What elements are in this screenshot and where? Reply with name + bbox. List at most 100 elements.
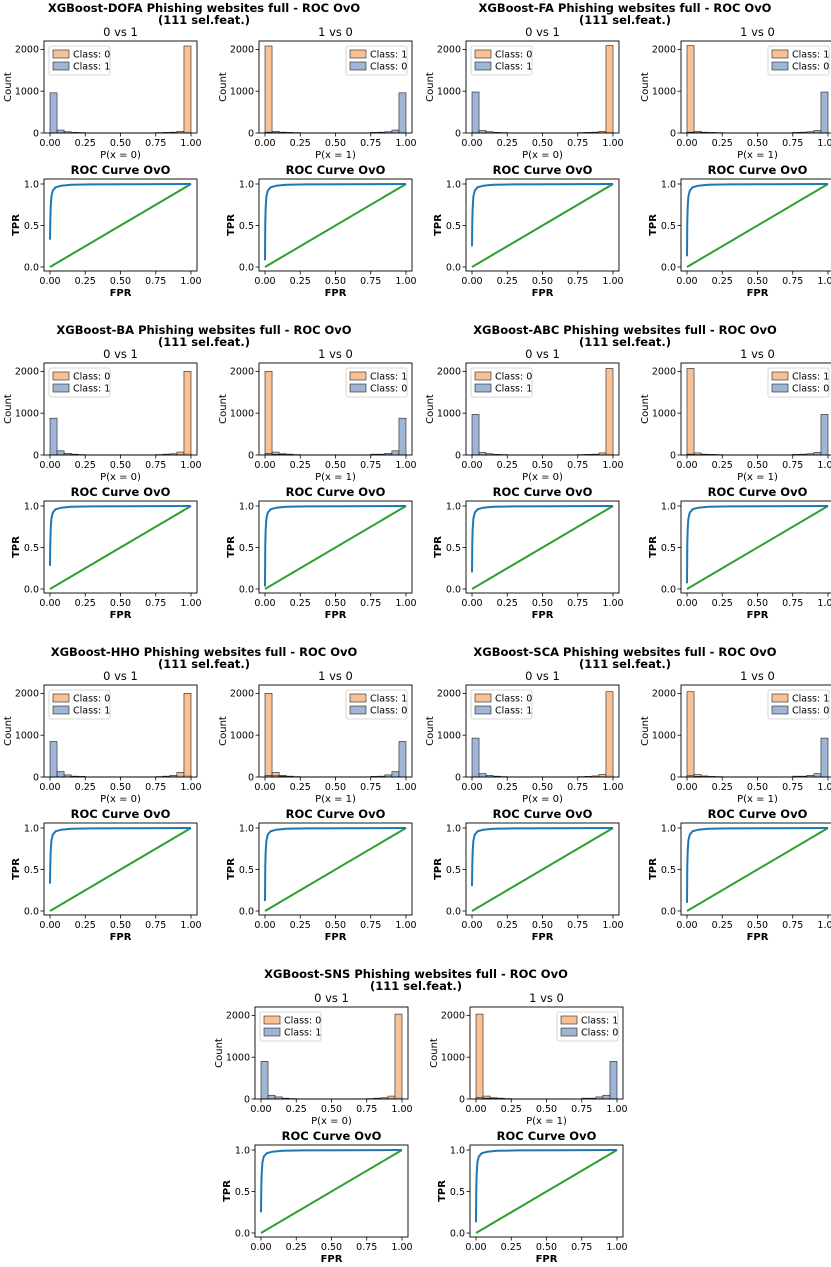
y-tick-label: 0.5 bbox=[239, 221, 254, 232]
y-tick-label: 0.5 bbox=[24, 865, 39, 876]
legend-label: Class: 1 bbox=[495, 62, 532, 73]
x-tick-label: 0.25 bbox=[497, 276, 518, 287]
y-tick-label: 0.0 bbox=[446, 584, 461, 595]
x-tick-label: 1.00 bbox=[180, 782, 201, 793]
roc-ylabel: TPR bbox=[226, 536, 237, 558]
group-title-line2: (111 sel.feat.) bbox=[158, 13, 250, 27]
x-tick-label: 0.00 bbox=[461, 138, 482, 149]
x-tick-label: 1.00 bbox=[395, 138, 416, 149]
roc-title: ROC Curve OvO bbox=[493, 163, 593, 177]
x-tick-label: 1.00 bbox=[391, 1242, 412, 1253]
roc-diagonal-line bbox=[264, 505, 407, 590]
x-tick-label: 0.50 bbox=[532, 598, 553, 609]
y-tick-label: 1000 bbox=[437, 86, 461, 97]
group-title-line1: XGBoost-SCA Phishing websites full - ROC… bbox=[473, 645, 776, 659]
hist-title: 0 vs 1 bbox=[103, 347, 138, 361]
histogram-bar-left-class bbox=[686, 45, 695, 134]
roc-diagonal-line bbox=[49, 505, 192, 590]
y-tick-label: 1000 bbox=[230, 730, 254, 741]
model-group: XGBoost-ABC Phishing websites full - ROC… bbox=[425, 323, 831, 621]
x-tick-label: 0.75 bbox=[360, 460, 381, 471]
histogram-bar-right-class bbox=[183, 371, 192, 456]
roc-ylabel: TPR bbox=[11, 536, 22, 558]
x-tick-label: 0.75 bbox=[567, 276, 588, 287]
y-tick-label: 1.0 bbox=[24, 179, 39, 190]
hist-ylabel: Count bbox=[429, 1038, 440, 1068]
x-tick-label: 0.00 bbox=[254, 782, 275, 793]
x-tick-label: 0.75 bbox=[360, 276, 381, 287]
y-tick-label: 0.5 bbox=[446, 221, 461, 232]
roc-xlabel: FPR bbox=[532, 288, 554, 299]
roc-ylabel: TPR bbox=[648, 214, 659, 236]
histogram-bar-left-class bbox=[267, 1094, 276, 1100]
x-tick-label: 0.50 bbox=[747, 460, 768, 471]
x-tick-label: 1.00 bbox=[602, 276, 623, 287]
legend-label: Class: 1 bbox=[73, 62, 110, 73]
legend-label: Class: 0 bbox=[370, 62, 407, 73]
x-tick-label: 0.25 bbox=[497, 138, 518, 149]
legend-label: Class: 0 bbox=[73, 372, 110, 383]
roc-xlabel: FPR bbox=[325, 932, 347, 943]
x-tick-label: 0.00 bbox=[254, 138, 275, 149]
x-tick-label: 0.75 bbox=[145, 276, 166, 287]
y-tick-label: 1.0 bbox=[24, 823, 39, 834]
x-tick-label: 1.00 bbox=[180, 138, 201, 149]
x-tick-label: 1.00 bbox=[395, 920, 416, 931]
y-tick-label: 0.5 bbox=[661, 221, 676, 232]
x-tick-label: 0.00 bbox=[676, 276, 697, 287]
roc-curve-line bbox=[471, 183, 614, 247]
y-tick-label: 1.0 bbox=[239, 823, 254, 834]
x-tick-label: 0.25 bbox=[75, 598, 96, 609]
y-tick-label: 2000 bbox=[437, 689, 461, 700]
roc-xlabel: FPR bbox=[110, 610, 132, 621]
roc-diagonal-line bbox=[264, 827, 407, 912]
hist-ylabel: Count bbox=[3, 394, 14, 424]
y-tick-label: 1.0 bbox=[239, 501, 254, 512]
hist-xlabel: P(x = 1) bbox=[315, 794, 356, 805]
histogram-bar-right-class bbox=[820, 91, 829, 134]
roc-diagonal-line bbox=[260, 1149, 403, 1234]
legend-swatch bbox=[474, 705, 492, 715]
roc-diagonal-line bbox=[471, 505, 614, 590]
x-tick-label: 0.25 bbox=[286, 1104, 307, 1115]
x-tick-label: 0.25 bbox=[290, 276, 311, 287]
legend-swatch bbox=[474, 371, 492, 381]
y-tick-label: 0 bbox=[455, 450, 461, 461]
hist-ylabel: Count bbox=[425, 394, 436, 424]
legend-swatch bbox=[771, 705, 789, 715]
roc-xlabel: FPR bbox=[532, 932, 554, 943]
group-title-line2: (111 sel.feat.) bbox=[579, 335, 671, 349]
x-tick-label: 0.50 bbox=[325, 598, 346, 609]
y-tick-label: 1000 bbox=[652, 86, 676, 97]
y-tick-label: 0.0 bbox=[450, 1228, 465, 1239]
group-title-line2: (111 sel.feat.) bbox=[579, 13, 671, 27]
histogram-bar-left-class bbox=[475, 1013, 484, 1100]
hist-xlabel: P(x = 0) bbox=[522, 794, 563, 805]
y-tick-label: 0 bbox=[248, 772, 254, 783]
x-tick-label: 0.25 bbox=[290, 138, 311, 149]
hist-xlabel: P(x = 0) bbox=[100, 472, 141, 483]
hist-ylabel: Count bbox=[640, 716, 651, 746]
hist-title: 0 vs 1 bbox=[525, 25, 560, 39]
legend-label: Class: 1 bbox=[370, 372, 407, 383]
x-tick-label: 0.75 bbox=[567, 598, 588, 609]
legend-label: Class: 0 bbox=[370, 706, 407, 717]
roc-diagonal-line bbox=[686, 505, 829, 590]
roc-title: ROC Curve OvO bbox=[71, 163, 171, 177]
hist-title: 1 vs 0 bbox=[318, 25, 353, 39]
x-tick-label: 0.50 bbox=[325, 276, 346, 287]
roc-title: ROC Curve OvO bbox=[282, 1129, 382, 1143]
legend-label: Class: 1 bbox=[73, 384, 110, 395]
x-tick-label: 0.00 bbox=[254, 460, 275, 471]
y-tick-label: 0.0 bbox=[661, 906, 676, 917]
y-tick-label: 1000 bbox=[437, 408, 461, 419]
x-tick-label: 0.00 bbox=[676, 460, 697, 471]
hist-title: 1 vs 0 bbox=[318, 669, 353, 683]
roc-xlabel: FPR bbox=[747, 610, 769, 621]
roc-curve-line bbox=[475, 1149, 618, 1223]
y-tick-label: 0.0 bbox=[235, 1228, 250, 1239]
y-tick-label: 2000 bbox=[652, 45, 676, 56]
x-tick-label: 0.25 bbox=[497, 920, 518, 931]
legend-label: Class: 0 bbox=[792, 62, 829, 73]
y-tick-label: 0 bbox=[459, 1094, 465, 1105]
